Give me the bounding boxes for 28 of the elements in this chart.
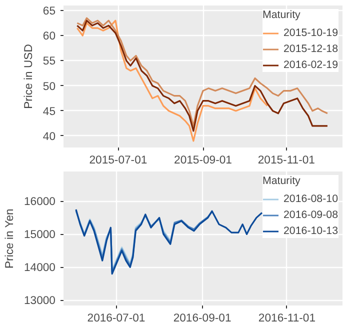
legend-label: 2015-10-19 — [283, 26, 338, 40]
line-series — [76, 20, 268, 142]
x-tick-label: 2016-11-01 — [258, 312, 316, 324]
legend-label: 2015-12-18 — [283, 42, 338, 56]
x-tick-label: 2016-07-01 — [87, 312, 146, 324]
line-series — [75, 208, 263, 275]
legend-title: Maturity — [262, 175, 302, 187]
y-tick-label: 13000 — [24, 295, 56, 308]
legend-title: Maturity — [262, 9, 302, 21]
x-tick-label: 2015-07-01 — [89, 154, 148, 166]
x-tick-label: 2015-09-01 — [174, 154, 232, 166]
y-tick-label: 15000 — [24, 229, 56, 242]
y-tick-label: 50 — [42, 80, 56, 93]
y-tick-label: 40 — [42, 130, 56, 143]
legend-label: 2016-10-13 — [283, 224, 338, 238]
x-tick-label: 2016-09-01 — [173, 312, 232, 324]
y-tick-label: 60 — [42, 30, 56, 43]
y-tick-label: 16000 — [24, 196, 56, 208]
y-axis-title: Price in Yen — [4, 208, 16, 269]
legend-label: 2016-08-10 — [283, 192, 338, 206]
y-tick-label: 65 — [42, 6, 56, 18]
legend-label: 2016-02-19 — [283, 58, 338, 72]
y-tick-label: 45 — [42, 106, 56, 118]
y-tick-label: 14000 — [24, 262, 56, 274]
y-tick-label: 55 — [42, 56, 56, 68]
x-tick-label: 2015-11-01 — [258, 154, 315, 166]
legend-label: 2016-09-08 — [283, 208, 338, 222]
y-axis-title: Price in USD — [22, 44, 35, 109]
